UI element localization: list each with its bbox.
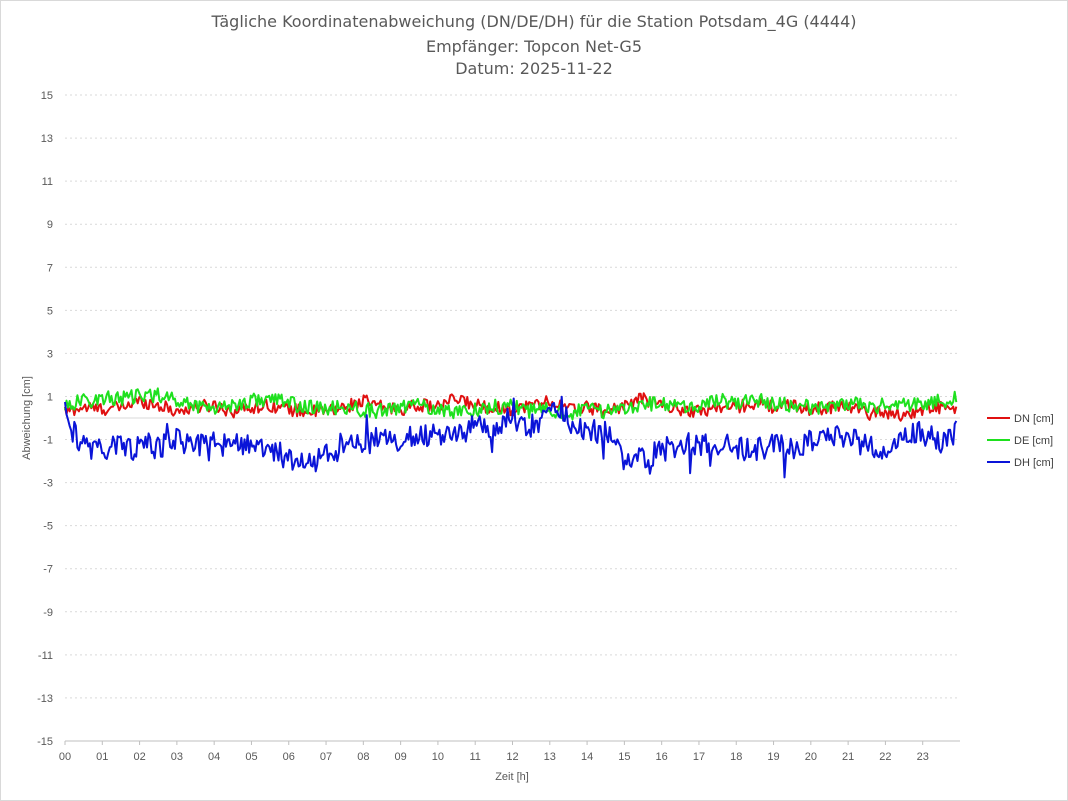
x-tick-label: 00 xyxy=(59,751,71,763)
y-tick-label: 9 xyxy=(47,219,53,231)
y-tick-label: -7 xyxy=(43,564,53,576)
x-tick-label: 04 xyxy=(208,751,220,763)
y-tick-label: 15 xyxy=(41,90,53,102)
legend-entry: DE [cm] xyxy=(1014,435,1053,447)
y-tick-label: -5 xyxy=(43,521,53,533)
x-tick-label: 15 xyxy=(618,751,630,763)
x-tick-label: 12 xyxy=(506,751,518,763)
x-tick-label: 03 xyxy=(171,751,183,763)
chart-title: Tägliche Koordinatenabweichung (DN/DE/DH… xyxy=(211,12,857,31)
y-tick-label: 7 xyxy=(47,262,53,274)
y-tick-label: -1 xyxy=(43,435,53,447)
x-tick-label: 16 xyxy=(656,751,668,763)
x-tick-labels: 00 01 02 03 04 05 06 07 08 09 10 11 12 13 14 15 16 17 18 19… xyxy=(59,741,929,763)
y-tick-label: -13 xyxy=(37,693,53,705)
x-axis-label: Zeit [h] xyxy=(495,771,529,783)
y-tick-labels: 15 13 11 9 7 5 3 1 -1 -3 -5 -7 -9 -11 -13 -15 xyxy=(37,90,53,748)
y-tick-label: -11 xyxy=(38,650,53,662)
y-tick-label: 3 xyxy=(47,348,53,360)
y-tick-label: 1 xyxy=(47,391,53,403)
series-line-dh xyxy=(64,395,958,479)
x-tick-label: 14 xyxy=(581,751,593,763)
x-tick-label: 09 xyxy=(395,751,407,763)
x-tick-label: 19 xyxy=(767,751,779,763)
legend-entry: DH [cm] xyxy=(1014,457,1054,469)
y-tick-label: -15 xyxy=(37,736,53,748)
legend-entry: DN [cm] xyxy=(1014,413,1054,425)
y-tick-label: -3 xyxy=(43,478,53,490)
x-tick-label: 05 xyxy=(245,751,257,763)
x-tick-label: 06 xyxy=(283,751,295,763)
x-tick-label: 23 xyxy=(917,751,929,763)
x-tick-label: 21 xyxy=(842,751,854,763)
y-tick-label: -9 xyxy=(43,607,53,619)
y-tick-label: 11 xyxy=(42,176,53,188)
x-tick-label: 08 xyxy=(357,751,369,763)
x-tick-label: 13 xyxy=(544,751,556,763)
x-tick-label: 02 xyxy=(133,751,145,763)
x-tick-label: 18 xyxy=(730,751,742,763)
y-tick-label: 5 xyxy=(47,305,53,317)
x-tick-label: 10 xyxy=(432,751,444,763)
series-lines xyxy=(64,387,958,479)
x-tick-label: 17 xyxy=(693,751,705,763)
x-tick-label: 07 xyxy=(320,751,332,763)
x-tick-label: 20 xyxy=(805,751,817,763)
series-line-de xyxy=(64,387,958,421)
legend: DN [cm] DE [cm] DH [cm] xyxy=(987,413,1054,469)
x-tick-label: 01 xyxy=(96,751,108,763)
x-tick-label: 11 xyxy=(469,751,480,763)
chart-subtitle: Empfänger: Topcon Net-G5 xyxy=(425,37,643,56)
y-axis-label: Abweichung [cm] xyxy=(21,376,33,460)
x-tick-label: 22 xyxy=(879,751,891,763)
chart-date: Datum: 2025-11-22 xyxy=(455,59,613,78)
y-tick-label: 13 xyxy=(41,133,53,145)
